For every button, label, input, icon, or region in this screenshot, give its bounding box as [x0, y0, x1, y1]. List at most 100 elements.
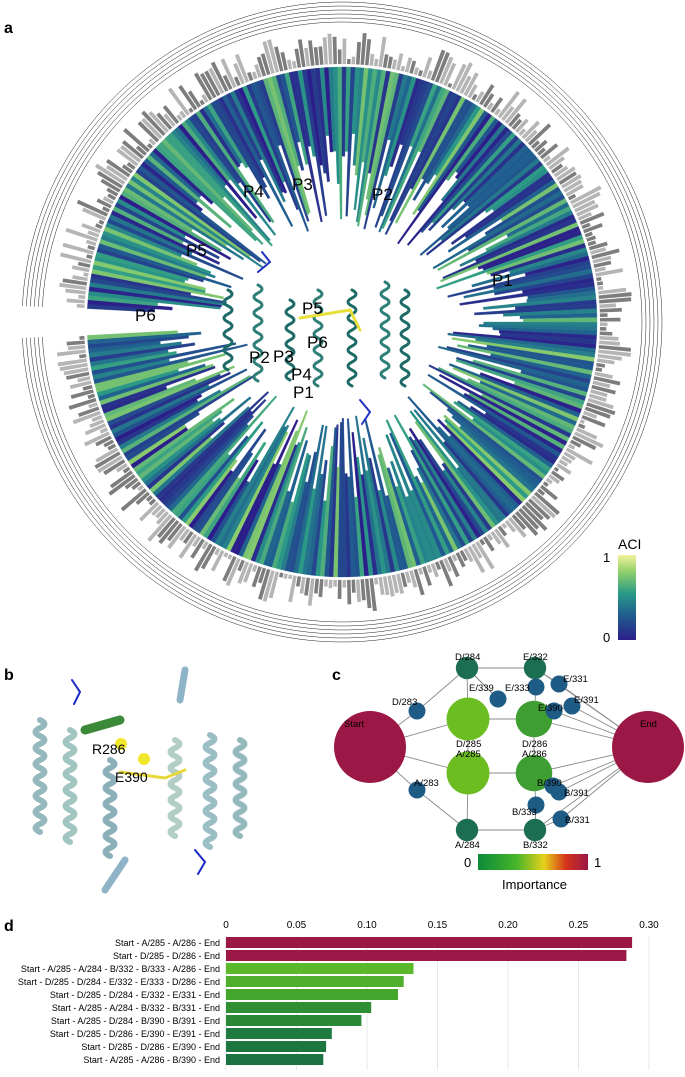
grey-bar — [262, 41, 275, 74]
grey-bar — [258, 568, 271, 600]
grey-bar — [561, 174, 582, 189]
grey-bar — [68, 397, 97, 410]
grey-bar — [501, 522, 508, 529]
grey-bar — [591, 384, 616, 395]
helix-ribbon — [252, 283, 264, 383]
grey-bar — [176, 114, 183, 122]
grey-bar — [322, 37, 328, 65]
protein-structure-image — [222, 251, 411, 425]
grey-bar — [60, 252, 92, 264]
network-node — [527, 678, 545, 696]
grey-bar — [251, 71, 258, 80]
grey-bar — [599, 331, 613, 336]
network-node-label: B/391 — [564, 788, 589, 799]
grey-bar — [459, 550, 468, 562]
grey-bar — [592, 380, 611, 389]
grey-bar — [553, 165, 569, 178]
grey-bar — [479, 84, 495, 106]
grey-bar — [434, 561, 442, 571]
grey-bar — [391, 59, 398, 70]
path-bar — [226, 1015, 362, 1026]
phylogeny-arc — [42, 21, 643, 623]
grey-bar — [82, 384, 93, 391]
grey-bar — [587, 397, 614, 410]
x-tick-label: 0.20 — [498, 920, 518, 931]
grey-bar — [122, 466, 131, 474]
grey-bar — [66, 340, 85, 346]
grey-bar — [467, 84, 478, 99]
grey-bar — [511, 118, 523, 130]
grey-bar — [124, 477, 139, 490]
aci-colorbar-title: ACI — [618, 536, 641, 552]
aci-wedge — [87, 330, 178, 340]
pocket-label-inner: P3 — [273, 347, 294, 366]
path-category-label: Start - D/285 - D/286 - End — [113, 951, 220, 961]
grey-bar — [76, 303, 85, 308]
grey-bar — [531, 495, 557, 519]
grey-bar — [434, 51, 450, 83]
grey-bar — [295, 576, 302, 587]
path-category-label: Start - D/285 - D/284 - E/332 - E/331 - … — [50, 990, 220, 1000]
pocket-label-outer: P1 — [492, 271, 513, 290]
grey-bar — [539, 143, 559, 160]
grey-bar — [201, 541, 209, 550]
network-node — [550, 675, 568, 693]
grey-bar — [178, 533, 198, 559]
grey-bar — [192, 536, 202, 548]
grey-bar — [258, 567, 267, 584]
grey-bar — [443, 62, 457, 87]
grey-bar — [89, 419, 105, 429]
network-node — [515, 754, 553, 792]
grey-bar — [145, 495, 153, 502]
grey-bar — [447, 82, 453, 88]
path-bar — [226, 963, 414, 974]
grey-bar — [595, 367, 603, 372]
glycan-sticks — [257, 251, 272, 273]
path-category-label: Start - D/285 - D/286 - E/390 - End — [81, 1042, 220, 1052]
grey-bar — [422, 566, 432, 587]
grey-bar — [222, 74, 233, 90]
grey-bar — [251, 566, 262, 588]
grey-bar — [593, 260, 612, 268]
grey-bar — [288, 575, 297, 603]
grey-bar — [378, 36, 387, 68]
grey-bar — [105, 158, 131, 178]
grey-bar — [188, 107, 194, 113]
network-node-label: E/331 — [563, 674, 588, 685]
grey-bar — [260, 53, 271, 76]
grey-bar — [251, 564, 258, 573]
grey-bar — [572, 435, 597, 451]
grey-bar — [135, 491, 150, 506]
path-bar — [226, 950, 627, 961]
grey-bar — [268, 571, 280, 599]
network-node-label: D/283 — [392, 697, 417, 708]
grey-bar — [86, 254, 93, 260]
ligand-sticks — [118, 768, 187, 780]
grey-bar — [511, 514, 527, 530]
grey-bar — [67, 345, 86, 351]
pocket-label-inner: P1 — [293, 383, 314, 402]
grey-bar — [208, 67, 225, 94]
grey-bar — [521, 504, 548, 532]
grey-bar — [365, 578, 372, 609]
grey-bar — [155, 507, 166, 519]
grey-bar — [318, 46, 324, 65]
network-node — [563, 697, 581, 715]
grey-bar — [63, 367, 89, 376]
grey-bar — [95, 223, 103, 230]
grey-bar — [182, 531, 194, 544]
grey-bar — [96, 170, 123, 189]
grey-bar — [534, 491, 560, 516]
grey-bar — [342, 579, 347, 588]
grey-bar — [373, 58, 379, 67]
aci-wedge-ring — [87, 66, 598, 578]
grey-bar — [141, 110, 166, 137]
grey-bar — [141, 117, 163, 140]
grey-bar — [426, 70, 433, 80]
grey-bar — [79, 353, 87, 359]
grey-bar — [574, 199, 596, 213]
x-tick-label: 0.10 — [357, 920, 377, 931]
grey-bar — [59, 282, 87, 291]
grey-bar — [527, 123, 552, 146]
aci-wedge — [523, 317, 598, 323]
